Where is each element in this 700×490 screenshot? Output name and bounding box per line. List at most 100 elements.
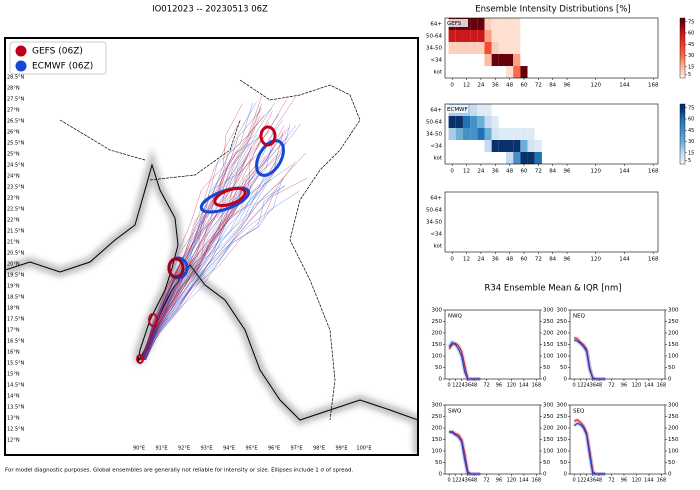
y-tick-label: 0 [564, 377, 568, 383]
y-tick-label: 50 [560, 365, 567, 371]
colorbar-label: 60 [688, 31, 694, 37]
heat-cell [448, 152, 456, 164]
heat-cell [448, 66, 456, 78]
colorbar-step [680, 146, 685, 148]
x-tick-label: 168 [648, 169, 659, 175]
lat-label: 14.5°N [7, 383, 25, 389]
colorbar-step [680, 30, 685, 32]
legend-label: ECMWF (06Z) [32, 62, 93, 72]
lat-label: 21.5°N [7, 229, 25, 235]
lat-label: 16°N [7, 350, 20, 356]
x-tick-label: 96 [496, 478, 502, 484]
x-tick-label: 72 [608, 478, 614, 484]
x-tick-label: 72 [535, 83, 542, 89]
x-tick-label: 168 [532, 478, 542, 484]
x-tick-label: 0 [450, 257, 454, 263]
plot-frame [569, 309, 666, 380]
colorbar-step [680, 110, 685, 112]
heat-cell [470, 152, 478, 164]
heat-cell [477, 104, 485, 116]
ensemble-track [144, 136, 288, 361]
heat-cell [498, 116, 507, 128]
x-tick-label: 96 [564, 257, 571, 263]
heat-cell [498, 18, 507, 30]
colorbar-frame [679, 103, 686, 165]
lat-label: 15°N [7, 372, 20, 378]
colorbar-step [680, 123, 685, 126]
y-tick-label: 100 [557, 449, 568, 455]
colorbar-step [680, 132, 685, 135]
heat-cell [462, 30, 471, 42]
x-tick-label: 120 [591, 257, 602, 263]
heat-cell [534, 30, 542, 42]
y2-tick-label: 100 [543, 354, 554, 360]
colorbar-step [680, 67, 685, 70]
colorbar-step [680, 21, 685, 23]
x-tick-label: 12 [577, 383, 583, 389]
lat-label: 16.5°N [7, 339, 25, 345]
heat-cell [462, 152, 471, 164]
heat-cell [506, 128, 514, 140]
x-tick-label: 144 [619, 83, 630, 89]
legend-label: GEFS (06Z) [32, 47, 83, 57]
heat-cell [498, 66, 507, 78]
colorbar-step [680, 162, 685, 165]
y-tick-label: 50-64 [426, 34, 442, 40]
x-tick-label: 36 [492, 257, 499, 263]
heat-cell [527, 104, 535, 116]
x-tick-label: 36 [465, 478, 471, 484]
y-tick-label: 64+ [430, 196, 442, 202]
y-tick-label: 250 [432, 319, 443, 325]
y-tick-label: 0 [439, 472, 443, 478]
x-tick-label: 96 [564, 169, 571, 175]
heat-cell [462, 66, 471, 78]
footer-note: For model diagnostic purposes. Global en… [5, 468, 354, 474]
colorbar-label: 45 [688, 42, 694, 48]
heat-cell [448, 54, 456, 66]
mean-line [448, 341, 481, 380]
lon-label: 100°E [356, 446, 371, 452]
colorbar-step [680, 155, 685, 157]
lat-label: 27°N [7, 108, 20, 114]
y2-tick-label: 250 [543, 414, 554, 420]
heat-cell [477, 30, 485, 42]
heat-cell [455, 66, 463, 78]
heat-cell [484, 140, 492, 152]
heat-cell [498, 42, 507, 54]
y2-tick-label: 50 [668, 365, 675, 371]
colorbar-step [680, 46, 685, 49]
heat-cell [484, 104, 492, 116]
ensemble-track [140, 177, 307, 361]
x-tick-label: 12 [463, 169, 470, 175]
heat-cell [513, 30, 521, 42]
heat-cell [448, 30, 456, 42]
heat-cell [498, 30, 507, 42]
x-tick-label: 72 [483, 478, 489, 484]
y-tick-label: 150 [432, 437, 443, 443]
ensemble-track [144, 185, 285, 361]
spread-ellipse [167, 257, 185, 279]
heat-cell [506, 30, 514, 42]
ensemble-track [143, 124, 291, 361]
colorbar-step [680, 126, 685, 129]
colorbar-step [680, 37, 685, 40]
colorbar-label: 75 [688, 19, 694, 25]
panel-label: GEFS [447, 21, 462, 27]
lat-label: 22.5°N [7, 207, 25, 213]
y-tick-label: 250 [557, 414, 568, 420]
x-tick-label: 72 [535, 169, 542, 175]
lon-label: 97°E [290, 446, 302, 452]
ensemble-track [143, 121, 270, 361]
colorbar-step [680, 140, 685, 142]
heat-cell [534, 116, 542, 128]
heat-cell [506, 18, 514, 30]
ensemble-track [142, 102, 257, 361]
colorbar-step [680, 25, 685, 28]
x-tick-label: 36 [492, 169, 499, 175]
heat-cell [491, 128, 499, 140]
y-tick-label: 64+ [430, 108, 442, 114]
y-tick-label: 300 [432, 403, 443, 409]
ensemble-track [140, 179, 284, 361]
lat-label: 23.5°N [7, 185, 25, 191]
heat-cell [455, 152, 463, 164]
